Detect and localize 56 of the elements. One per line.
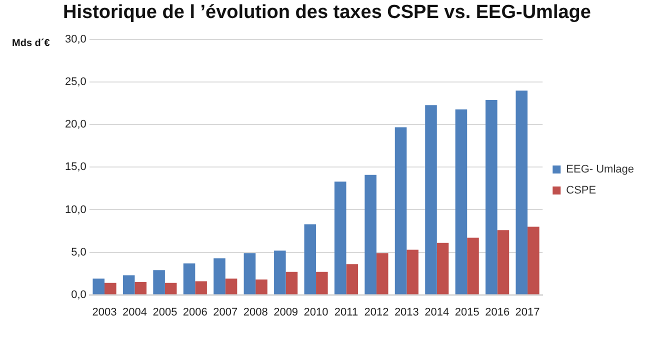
- bar: [134, 282, 147, 294]
- x-tick-label: 2015: [454, 306, 480, 318]
- bar: [436, 242, 449, 294]
- bar: [486, 100, 498, 294]
- chart-title: Historique de l ’évolution des taxes CSPE vs. EEG-Umlage: [62, 2, 592, 24]
- bar: [164, 282, 177, 294]
- bar: [256, 279, 268, 294]
- bar: [425, 105, 437, 294]
- y-tick-label: 15,0: [64, 161, 86, 174]
- bar: [364, 174, 376, 294]
- bar: [316, 272, 328, 294]
- bar: [334, 182, 346, 294]
- bar: [183, 263, 196, 294]
- y-tick-label: 5,0: [71, 246, 86, 258]
- bar: [376, 253, 388, 294]
- y-tick-label: 10,0: [64, 204, 86, 216]
- y-tick-label: 30,0: [64, 34, 86, 46]
- bar: [455, 109, 468, 294]
- bar: [304, 224, 316, 294]
- bar: [286, 272, 298, 294]
- x-tick-label: 2014: [424, 306, 450, 318]
- bar: [153, 270, 165, 294]
- x-tick-label: 2012: [364, 306, 389, 318]
- x-tick-label: 2006: [182, 306, 208, 318]
- bar: [528, 226, 540, 294]
- bar: [104, 282, 116, 294]
- bar: [195, 281, 207, 294]
- x-tick-label: 2007: [213, 306, 238, 318]
- bar: [122, 275, 135, 294]
- y-axis-title: Mds d´€: [12, 38, 50, 49]
- x-tick-label: 2011: [334, 306, 358, 318]
- bar: [406, 250, 418, 294]
- bar: [274, 250, 286, 294]
- x-tick-label: 2003: [92, 306, 117, 318]
- bar: [516, 90, 528, 294]
- x-tick-label: 2017: [515, 306, 540, 318]
- bar: [346, 264, 358, 294]
- bar: [244, 253, 256, 294]
- x-tick-label: 2013: [394, 306, 419, 318]
- bar: [394, 127, 407, 294]
- x-tick-label: 2005: [152, 306, 178, 318]
- y-tick-label: 20,0: [64, 118, 86, 131]
- x-tick-label: 2009: [274, 306, 298, 318]
- y-tick-label: 0,0: [71, 288, 86, 301]
- bar: [497, 230, 510, 294]
- x-tick-label: 2010: [304, 306, 328, 318]
- bar: [92, 278, 105, 294]
- bar: [214, 258, 226, 294]
- bar: [225, 278, 238, 294]
- x-tick-label: 2016: [485, 306, 510, 318]
- x-tick-label: 2008: [243, 306, 268, 318]
- legend-label: EEG- Umlage: [566, 164, 634, 176]
- legend-label: CSPE: [566, 184, 596, 197]
- bar: [467, 238, 479, 294]
- y-tick-label: 25,0: [64, 76, 86, 88]
- x-tick-label: 2004: [122, 306, 147, 318]
